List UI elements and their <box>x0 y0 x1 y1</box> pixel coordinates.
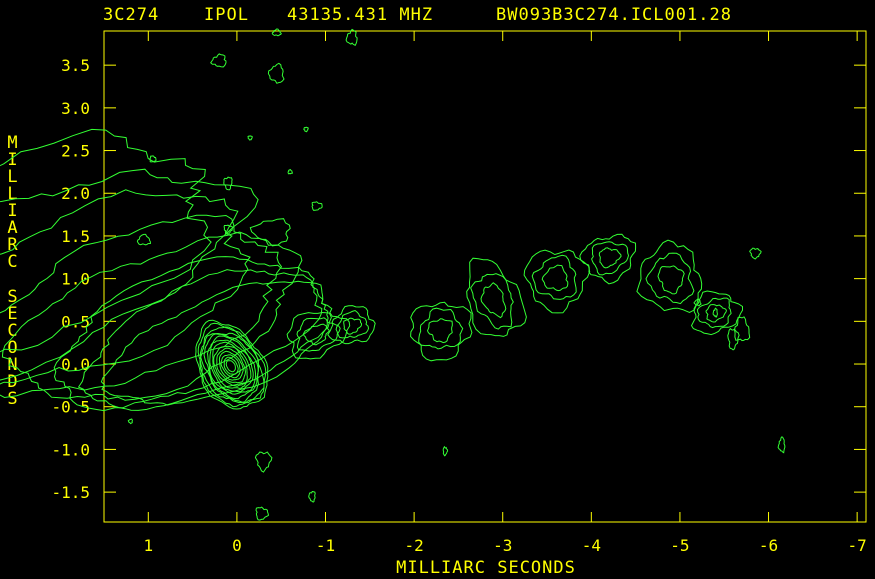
core-contour <box>206 335 257 395</box>
knot-contour <box>426 318 453 344</box>
x-tick-label: -3 <box>493 536 512 555</box>
jet-contour <box>100 280 329 406</box>
y-tick-label: 3.5 <box>61 56 90 75</box>
y-tick-label: 2.0 <box>61 184 90 203</box>
knot-contour <box>327 305 376 345</box>
noise-contour <box>247 135 253 141</box>
x-tick-label: -7 <box>848 536 867 555</box>
noise-contour <box>693 298 702 307</box>
y-tick-label: 2.5 <box>61 142 90 161</box>
knot-contour <box>466 257 527 337</box>
core-contour <box>199 326 265 404</box>
knot-contour <box>523 249 591 314</box>
knot-contour <box>636 239 703 313</box>
jet-contour <box>0 189 251 385</box>
header-stokes: IPOL <box>204 5 249 25</box>
knot-contour <box>296 317 341 352</box>
noise-contour <box>254 451 273 473</box>
jet-contour <box>0 168 259 381</box>
jet-contour <box>0 214 283 399</box>
noise-contour <box>136 233 152 246</box>
knot-contour <box>418 307 464 350</box>
knot-contour <box>410 301 473 362</box>
noise-contour <box>308 491 316 503</box>
x-tick-label: -6 <box>759 536 778 555</box>
noise-contour <box>223 176 233 191</box>
noise-contour <box>255 506 270 521</box>
noise-contour <box>267 62 285 84</box>
knot-contour <box>690 290 743 336</box>
core-contour <box>220 354 241 379</box>
noise-contour <box>442 445 449 457</box>
core-contour <box>197 322 267 408</box>
y-tick-label: -1.0 <box>51 440 90 459</box>
knot-contour <box>531 254 577 300</box>
knot-contour <box>591 241 630 276</box>
noise-contour <box>777 436 786 454</box>
y-tick-label: 1.5 <box>61 227 90 246</box>
jet-contour <box>77 269 333 411</box>
core-contour <box>212 341 252 390</box>
knot-contour <box>343 317 363 335</box>
knot-contour <box>705 304 727 323</box>
core-contour <box>225 360 236 373</box>
x-tick-label: -2 <box>404 536 423 555</box>
noise-contour <box>311 201 323 211</box>
x-axis-label: MILLIARC SECONDS <box>396 558 576 578</box>
jet-contour <box>1 231 303 401</box>
knot-contour <box>335 309 370 339</box>
x-tick-label: -1 <box>316 536 335 555</box>
noise-contour <box>271 28 282 37</box>
noise-contour <box>223 224 233 235</box>
knot-contour <box>657 265 685 295</box>
core-contour <box>218 350 244 381</box>
header-frequency: 43135.431 MHZ <box>287 5 433 25</box>
x-tick-label: 1 <box>143 536 153 555</box>
noise-contour <box>287 168 293 175</box>
knot-contour <box>541 264 569 292</box>
noise-contour <box>727 327 740 351</box>
jet-contour <box>0 128 212 353</box>
noise-contour <box>712 307 718 318</box>
y-tick-label: -0.5 <box>51 398 90 417</box>
knot-contour <box>480 282 507 319</box>
noise-contour <box>345 28 358 46</box>
knot-contour <box>286 311 351 360</box>
contour-map <box>0 28 786 521</box>
y-tick-label: 1.0 <box>61 270 90 289</box>
knot-contour <box>645 252 695 305</box>
noise-contour <box>249 218 291 247</box>
knot-contour <box>302 323 330 346</box>
knot-contour <box>696 297 732 329</box>
noise-contour <box>303 126 309 133</box>
x-tick-label: 0 <box>232 536 242 555</box>
noise-contour <box>127 418 133 425</box>
core-contour <box>223 356 239 375</box>
knot-contour <box>598 247 622 269</box>
x-tick-label: -4 <box>582 536 601 555</box>
y-tick-label: -1.5 <box>51 483 90 502</box>
y-tick-label: 3.0 <box>61 99 90 118</box>
noise-contour <box>210 53 227 68</box>
noise-contour <box>749 247 762 260</box>
plot-frame <box>103 30 867 523</box>
knot-contour <box>579 233 637 285</box>
jet-contour <box>53 256 323 412</box>
knot-contour <box>470 273 514 330</box>
y-tick-label: 0.5 <box>61 312 90 331</box>
core-contour <box>199 332 260 404</box>
header-file: BW093B3C274.ICL001.28 <box>496 5 732 25</box>
header-source: 3C274 <box>103 5 159 25</box>
x-tick-label: -5 <box>670 536 689 555</box>
noise-contour <box>149 155 157 163</box>
